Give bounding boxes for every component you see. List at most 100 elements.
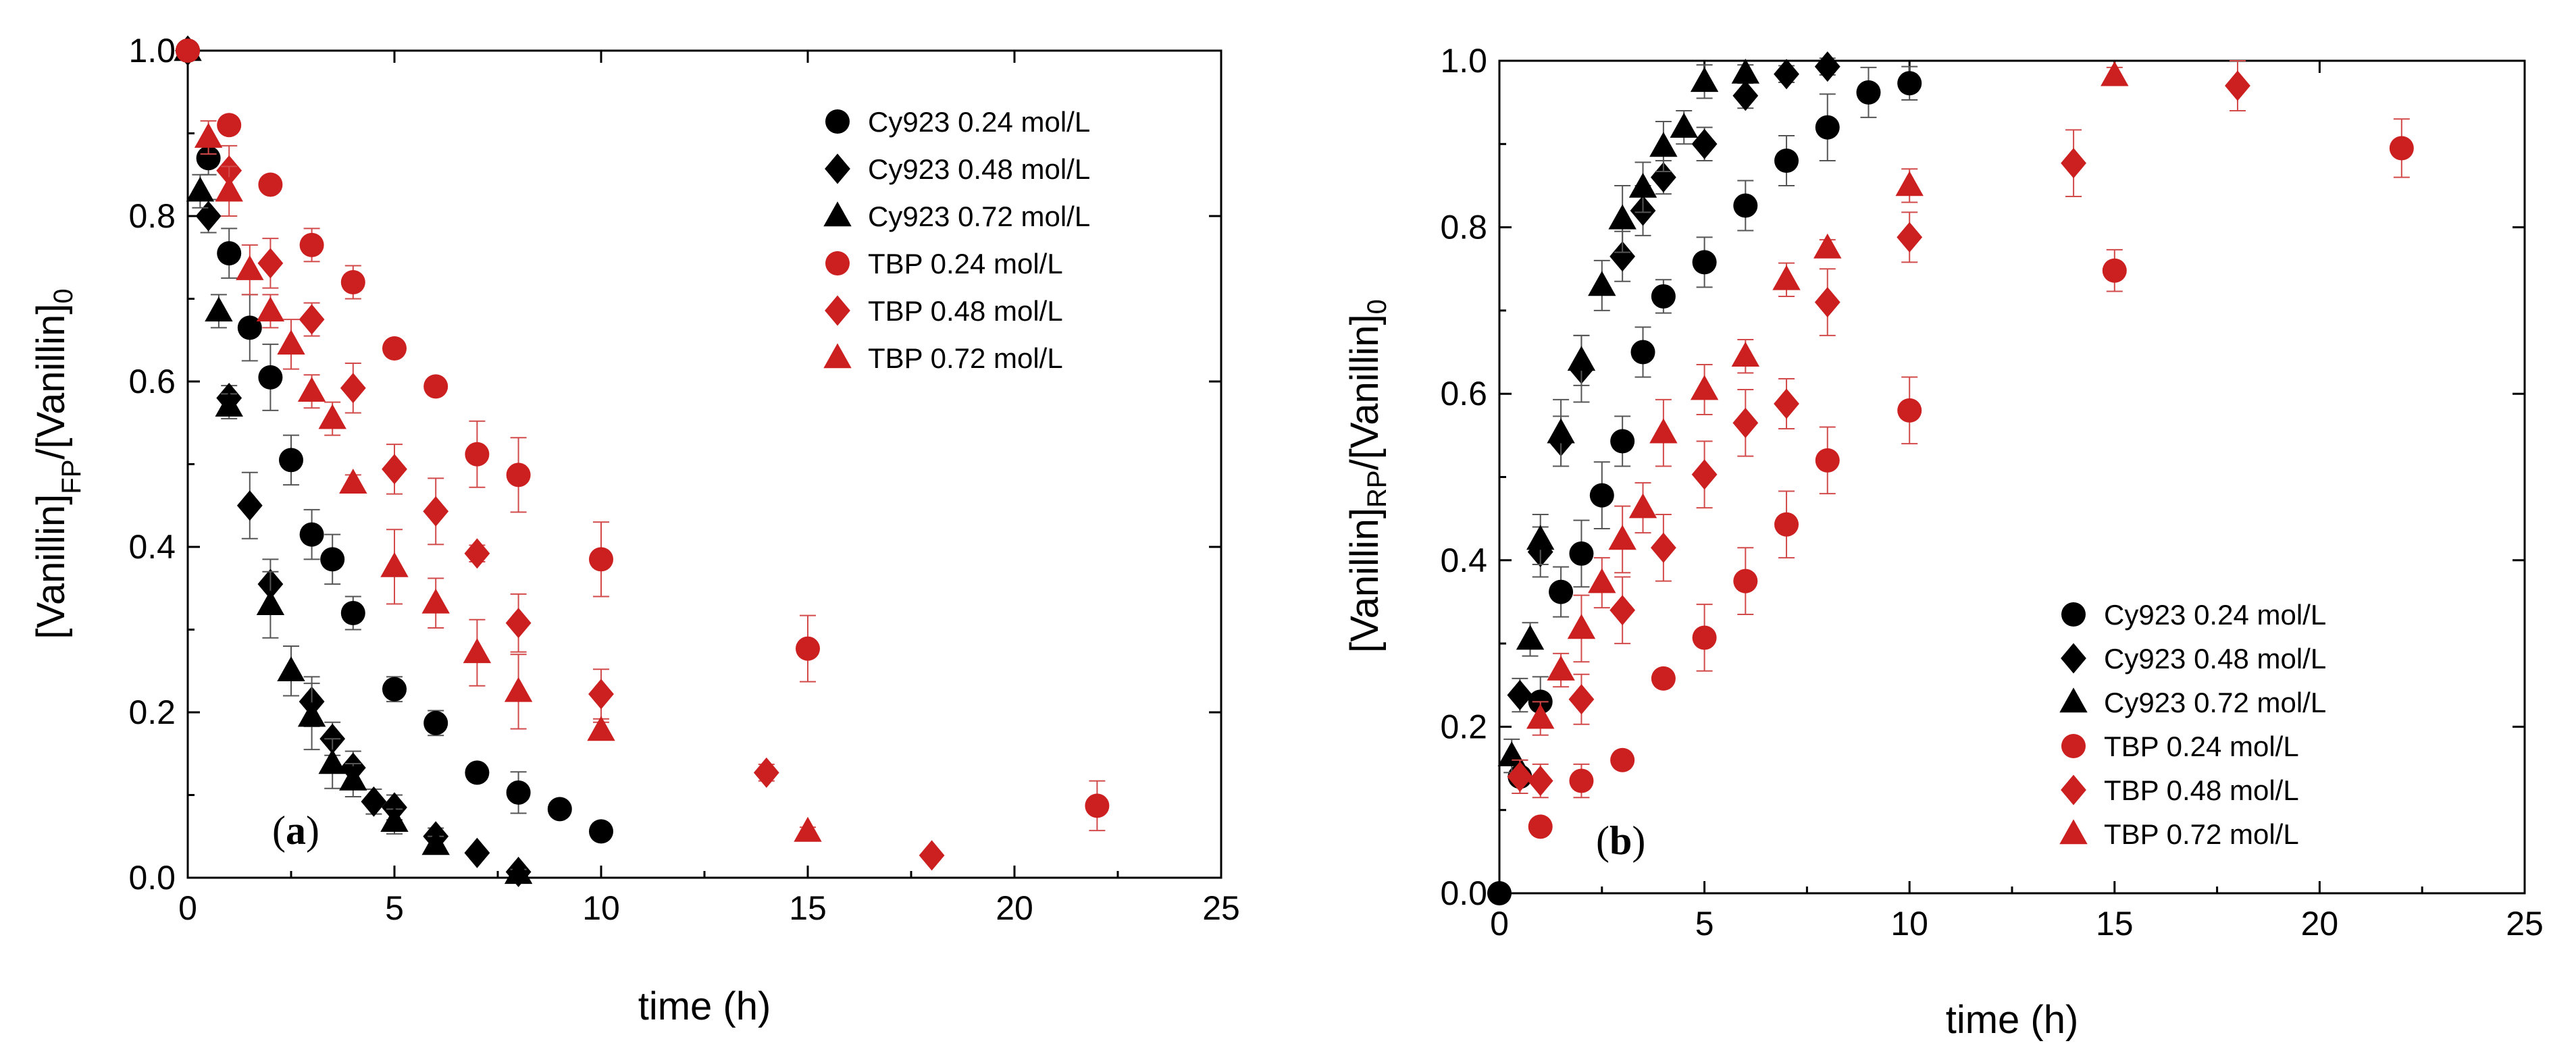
- data-point: [463, 638, 492, 664]
- x-tick-label: 10: [1890, 905, 1928, 943]
- legend-label: Cy923 0.72 mol/L: [868, 201, 1090, 232]
- x-tick-label: 0: [1490, 905, 1509, 943]
- data-point: [1608, 204, 1637, 230]
- y-tick-label: 1.0: [1440, 42, 1487, 80]
- data-point: [1649, 132, 1678, 157]
- y-tick-label: 0.0: [1440, 874, 1487, 912]
- data-point: [1609, 241, 1636, 272]
- y-axis-title-a: [Vanillin]FP/[Vanillin]0: [29, 288, 86, 639]
- y-axis-title-b-base: [Vanillin]: [1343, 508, 1387, 653]
- data-point: [423, 710, 448, 735]
- legend-label: Cy923 0.24 mol/L: [2104, 599, 2326, 631]
- series-tbp-0-24-mol-l: [176, 38, 1110, 832]
- data-point: [1527, 766, 1553, 797]
- data-point: [1507, 680, 1533, 711]
- data-point: [1487, 881, 1512, 905]
- x-tick-label: 25: [2506, 905, 2544, 943]
- data-point: [1731, 342, 1760, 367]
- y-axis-title-a-base: [Vanillin]: [29, 494, 73, 639]
- panel-label-a-letter: a: [286, 808, 306, 853]
- data-point: [1897, 221, 1923, 253]
- data-point: [589, 547, 613, 572]
- x-axis-title-a: time (h): [638, 984, 771, 1028]
- data-point: [1569, 541, 1594, 566]
- y-tick-label: 0.8: [1440, 209, 1487, 246]
- legend-marker: [825, 295, 850, 326]
- panel-label-a-close: ): [306, 808, 319, 853]
- data-point: [258, 365, 283, 390]
- data-point: [277, 656, 305, 682]
- data-point: [464, 837, 490, 868]
- data-point: [299, 522, 324, 547]
- data-point: [506, 780, 531, 805]
- x-tick-label: 5: [1695, 905, 1714, 943]
- series-cy923-0-72-mol-l: [1497, 58, 1760, 774]
- data-point: [339, 765, 367, 791]
- data-point: [794, 816, 822, 842]
- legend-marker: [823, 343, 852, 369]
- data-point: [297, 702, 326, 727]
- legend-marker: [2061, 643, 2086, 674]
- legend-label: Cy923 0.48 mol/L: [868, 153, 1090, 185]
- data-point: [257, 248, 284, 279]
- data-point: [423, 374, 448, 399]
- x-tick-label: 20: [2301, 905, 2339, 943]
- data-point: [236, 490, 263, 521]
- plot-frame-b: [1498, 59, 2526, 895]
- data-point: [1897, 398, 1922, 423]
- data-point: [1547, 418, 1575, 444]
- data-point: [320, 547, 345, 572]
- data-point: [1774, 512, 1799, 537]
- data-point: [217, 241, 242, 266]
- data-point: [504, 677, 533, 702]
- y-tick-label: 0.2: [128, 693, 176, 731]
- y-axis-title-b-sub2: 0: [1362, 299, 1392, 314]
- data-point: [1610, 747, 1635, 772]
- data-point: [236, 255, 264, 280]
- data-point: [186, 176, 215, 202]
- data-point: [1085, 793, 1110, 818]
- data-point: [318, 404, 346, 429]
- legend-marker: [2059, 687, 2088, 713]
- data-point: [1774, 388, 1799, 419]
- data-point: [2101, 61, 2129, 86]
- series-tbp-0-48-mol-l: [216, 144, 945, 871]
- data-point: [505, 608, 532, 639]
- data-point: [215, 176, 243, 202]
- y-tick-label: 1.0: [128, 32, 176, 70]
- series-tbp-0-24-mol-l: [1528, 118, 2414, 839]
- data-point: [1691, 459, 1718, 490]
- panel-label-a-open: (: [272, 808, 286, 853]
- data-point: [217, 113, 242, 138]
- data-point: [297, 377, 326, 402]
- data-point: [258, 172, 283, 197]
- data-point: [339, 469, 367, 494]
- series-cy923-0-24-mol-l: [176, 38, 613, 844]
- data-point: [2061, 148, 2086, 179]
- data-point: [1628, 493, 1657, 519]
- data-point: [464, 538, 490, 569]
- y-tick-label: 0.4: [128, 528, 176, 566]
- panel-label-b-open: (: [1596, 818, 1609, 863]
- data-point: [1589, 483, 1614, 508]
- legend-label: Cy923 0.72 mol/L: [2104, 687, 2326, 718]
- data-point: [1528, 814, 1553, 839]
- data-point: [299, 232, 324, 257]
- legend-label: TBP 0.48 mol/L: [2104, 774, 2299, 806]
- data-point: [1691, 128, 1718, 159]
- data-point: [1507, 761, 1533, 792]
- legend-label: Cy923 0.24 mol/L: [868, 106, 1090, 138]
- x-tick-label: 15: [789, 889, 827, 927]
- data-point: [279, 448, 303, 473]
- data-point: [299, 304, 325, 335]
- data-point: [1895, 171, 1924, 196]
- legend-label: TBP 0.48 mol/L: [868, 295, 1063, 327]
- data-point: [1588, 271, 1616, 296]
- data-point: [1650, 162, 1676, 193]
- data-point: [1690, 67, 1719, 92]
- data-point: [423, 496, 449, 527]
- data-point: [1815, 115, 1840, 140]
- data-point: [1731, 58, 1760, 84]
- data-point: [1588, 568, 1616, 593]
- y-tick-label: 0.4: [1440, 541, 1487, 579]
